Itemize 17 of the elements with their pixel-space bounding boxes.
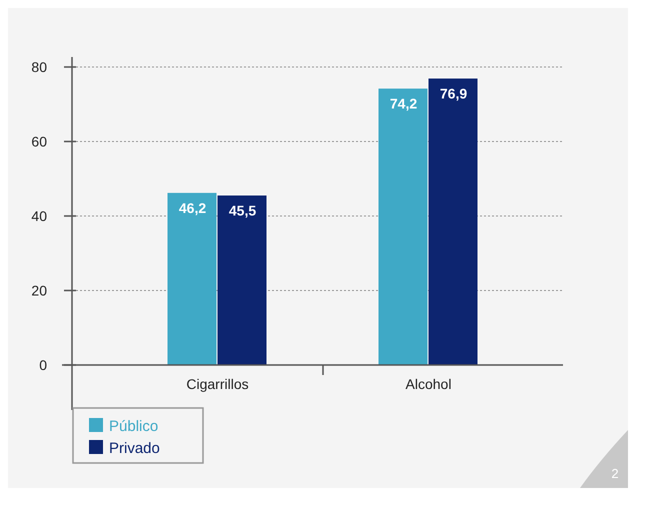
data-label: 46,2 bbox=[178, 200, 206, 216]
bar bbox=[218, 196, 266, 365]
bar bbox=[428, 78, 478, 365]
x-tick-label: Cigarrillos bbox=[186, 376, 249, 392]
y-tick-label: 60 bbox=[31, 134, 48, 150]
bar bbox=[378, 88, 428, 365]
data-label: 74,2 bbox=[390, 96, 418, 112]
legend-label: Público bbox=[109, 418, 158, 435]
bar bbox=[168, 192, 216, 365]
x-tick-label: Alcohol bbox=[406, 376, 452, 392]
y-tick-label: 80 bbox=[31, 59, 48, 75]
data-label: 76,9 bbox=[440, 86, 468, 102]
data-label: 45,5 bbox=[228, 202, 256, 219]
y-tick-label: 40 bbox=[31, 208, 48, 224]
y-tick-label: 0 bbox=[39, 357, 48, 373]
legend-label: Privado bbox=[109, 440, 160, 457]
y-tick-label: 20 bbox=[31, 282, 48, 298]
